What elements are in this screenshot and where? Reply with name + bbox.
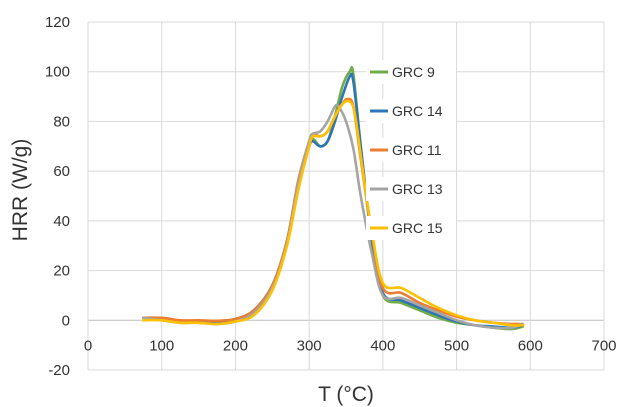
y-tick-label: 0 xyxy=(62,312,70,329)
x-tick-label: 600 xyxy=(518,337,543,354)
legend-item: GRC 13 xyxy=(366,177,456,201)
x-tick-label: 300 xyxy=(297,337,322,354)
series-line-grc-9 xyxy=(141,66,525,331)
y-tick-label: -20 xyxy=(48,362,70,379)
legend-item: GRC 11 xyxy=(366,138,456,162)
y-tick-label: 120 xyxy=(45,14,70,31)
x-tick-label: 400 xyxy=(370,337,395,354)
legend-label: GRC 15 xyxy=(392,220,443,236)
x-tick-label: 200 xyxy=(223,337,248,354)
legend: GRC 9 GRC 14 GRC 11 GRC 13 GRC 15 xyxy=(366,60,456,240)
y-tick-label: 40 xyxy=(53,213,70,230)
y-axis-title: HRR (W/g) xyxy=(9,139,32,242)
x-tick-label: 700 xyxy=(591,337,616,354)
series-layer xyxy=(141,66,525,331)
x-tick-label: 0 xyxy=(84,337,92,354)
legend-label: GRC 11 xyxy=(392,142,442,158)
legend-label: GRC 13 xyxy=(392,181,443,197)
y-tick-label: 100 xyxy=(45,64,70,81)
x-tick-label: 500 xyxy=(444,337,469,354)
tick-labels: -20 0 20 40 60 80 100 120 0 100 200 300 400 500 600 700 xyxy=(45,14,617,379)
legend-item: GRC 14 xyxy=(366,99,456,123)
y-tick-label: 60 xyxy=(53,163,70,180)
legend-label: GRC 14 xyxy=(392,103,443,119)
legend-label: GRC 9 xyxy=(392,64,435,80)
series-line-grc-13 xyxy=(141,103,525,330)
x-axis-title: T (°C) xyxy=(318,383,374,406)
series-line-grc-15 xyxy=(141,99,525,327)
series-line-grc-11 xyxy=(141,97,525,326)
y-tick-label: 20 xyxy=(53,263,70,280)
legend-item: GRC 15 xyxy=(366,216,456,240)
y-tick-label: 80 xyxy=(53,113,70,130)
legend-item: GRC 9 xyxy=(366,60,456,84)
x-tick-label: 100 xyxy=(149,337,174,354)
